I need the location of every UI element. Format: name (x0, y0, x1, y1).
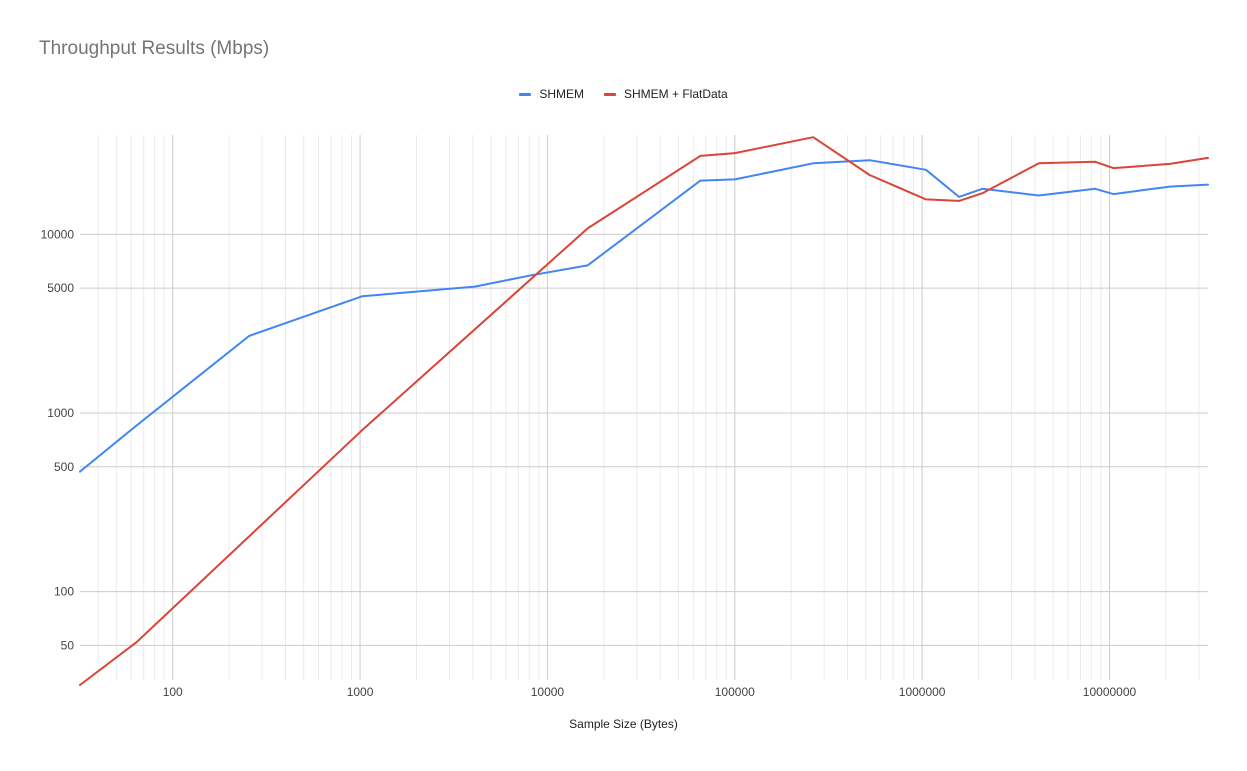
chart-title: Throughput Results (Mbps) (39, 38, 270, 59)
x-tick-label: 100000 (715, 685, 755, 699)
legend-swatch-shmem-flatdata (603, 92, 616, 96)
x-tick-label: 1000000 (899, 685, 946, 699)
x-axis-label: Sample Size (Bytes) (569, 717, 678, 731)
legend: SHMEM SHMEM + FlatData (0, 87, 1247, 101)
legend-label-shmem-flatdata: SHMEM + FlatData (623, 87, 728, 101)
series-line-shmem (79, 159, 1209, 473)
y-tick-label: 500 (54, 460, 74, 474)
y-tick-label: 1000 (47, 406, 74, 420)
y-tick-label: 10000 (41, 227, 75, 241)
x-tick-label: 100 (163, 685, 183, 699)
legend-swatch-shmem (519, 92, 532, 96)
x-tick-label: 10000000 (1083, 685, 1137, 699)
x-tick-label: 10000 (531, 685, 565, 699)
x-tick-label: 1000 (347, 685, 374, 699)
y-tick-label: 5000 (47, 281, 74, 295)
y-tick-label: 100 (54, 585, 74, 599)
series-line-shmem-flatdata (79, 136, 1209, 686)
legend-label-shmem: SHMEM (539, 87, 584, 101)
y-tick-label: 50 (61, 638, 75, 652)
legend-item-shmem-flatdata[interactable]: SHMEM + FlatData (603, 87, 728, 101)
legend-item-shmem[interactable]: SHMEM (519, 87, 584, 101)
